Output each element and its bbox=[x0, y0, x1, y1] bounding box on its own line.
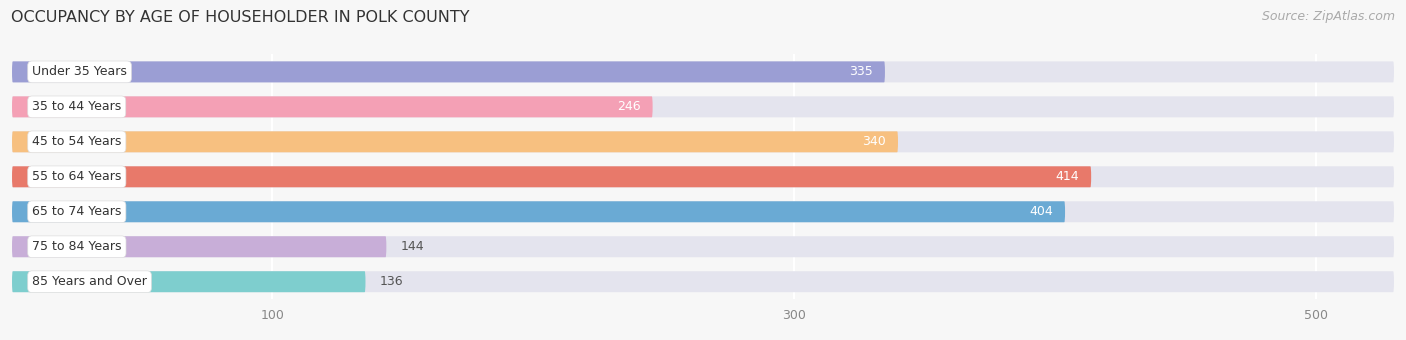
FancyBboxPatch shape bbox=[13, 96, 652, 117]
FancyBboxPatch shape bbox=[13, 236, 1393, 257]
FancyBboxPatch shape bbox=[13, 201, 1066, 222]
Text: 414: 414 bbox=[1056, 170, 1078, 183]
FancyBboxPatch shape bbox=[13, 166, 1091, 187]
Text: 75 to 84 Years: 75 to 84 Years bbox=[32, 240, 122, 253]
Text: Source: ZipAtlas.com: Source: ZipAtlas.com bbox=[1261, 10, 1395, 23]
FancyBboxPatch shape bbox=[13, 166, 1393, 187]
Text: 65 to 74 Years: 65 to 74 Years bbox=[32, 205, 121, 218]
Text: 246: 246 bbox=[617, 100, 640, 113]
FancyBboxPatch shape bbox=[13, 271, 1393, 292]
Text: 340: 340 bbox=[862, 135, 886, 148]
Text: OCCUPANCY BY AGE OF HOUSEHOLDER IN POLK COUNTY: OCCUPANCY BY AGE OF HOUSEHOLDER IN POLK … bbox=[11, 10, 470, 25]
FancyBboxPatch shape bbox=[13, 236, 387, 257]
Text: 85 Years and Over: 85 Years and Over bbox=[32, 275, 148, 288]
FancyBboxPatch shape bbox=[13, 96, 1393, 117]
Text: 136: 136 bbox=[380, 275, 404, 288]
FancyBboxPatch shape bbox=[13, 271, 366, 292]
FancyBboxPatch shape bbox=[13, 131, 1393, 152]
FancyBboxPatch shape bbox=[13, 201, 1393, 222]
Text: 144: 144 bbox=[401, 240, 423, 253]
Text: 35 to 44 Years: 35 to 44 Years bbox=[32, 100, 121, 113]
FancyBboxPatch shape bbox=[13, 131, 898, 152]
FancyBboxPatch shape bbox=[13, 62, 884, 82]
Text: 335: 335 bbox=[849, 65, 873, 79]
Text: Under 35 Years: Under 35 Years bbox=[32, 65, 127, 79]
Text: 55 to 64 Years: 55 to 64 Years bbox=[32, 170, 121, 183]
Text: 45 to 54 Years: 45 to 54 Years bbox=[32, 135, 121, 148]
FancyBboxPatch shape bbox=[13, 62, 1393, 82]
Text: 404: 404 bbox=[1029, 205, 1053, 218]
